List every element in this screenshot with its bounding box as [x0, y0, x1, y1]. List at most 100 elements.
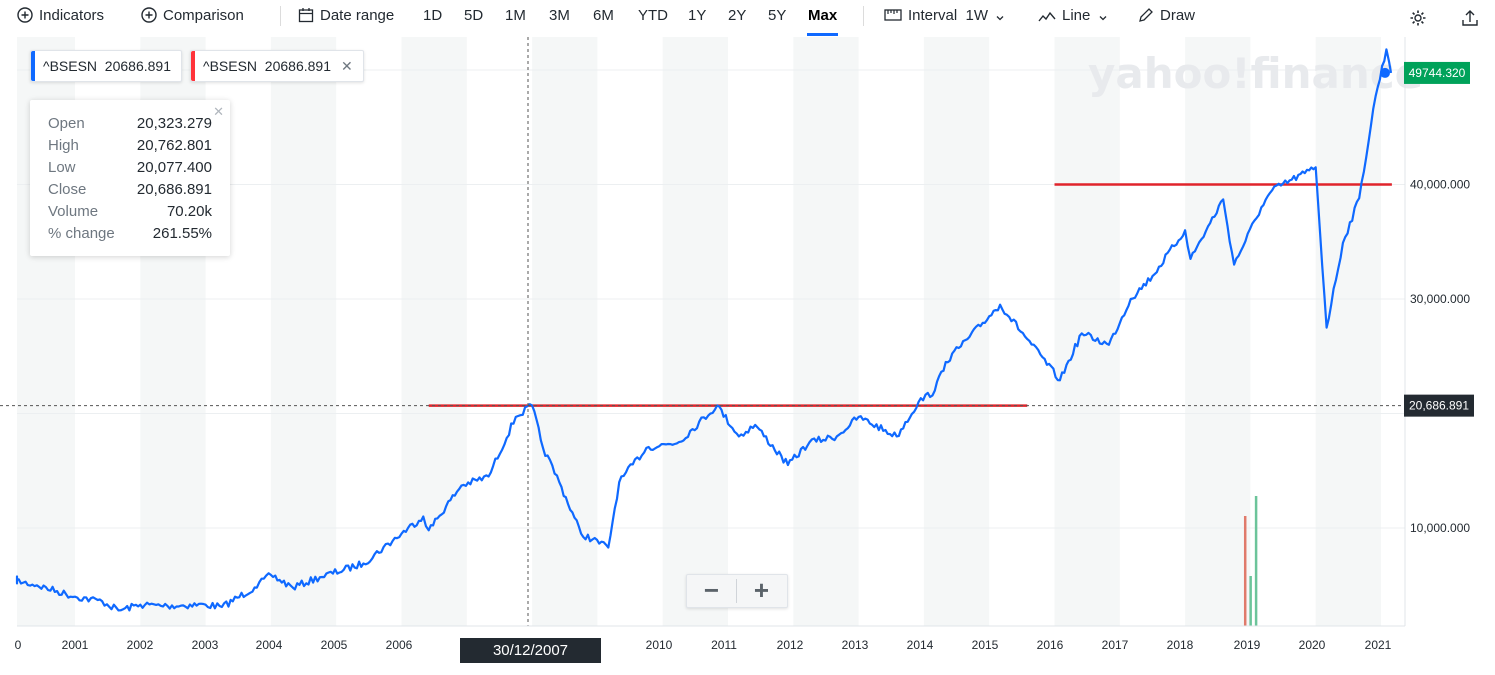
crosshair	[0, 37, 1405, 626]
range-1m-button[interactable]: 1M	[505, 7, 526, 24]
plus-circle-icon	[17, 7, 33, 23]
range-1y-button[interactable]: 1Y	[688, 7, 707, 24]
year-band	[401, 37, 467, 626]
x-tick-label: 2014	[907, 638, 934, 652]
tooltip-row: Close 20,686.891	[48, 179, 212, 201]
tooltip-value: 20,762.801	[136, 137, 212, 154]
yahoo-finance-watermark: yahoo!finance	[1088, 49, 1423, 98]
range-6m-button[interactable]: 6M	[593, 7, 614, 24]
tooltip-value: 20,323.279	[136, 115, 212, 132]
pencil-icon	[1139, 8, 1153, 22]
x-tick-label: 0	[15, 638, 22, 652]
draw-button[interactable]: Draw	[1138, 6, 1195, 26]
x-tick-label: 2019	[1234, 638, 1261, 652]
tooltip-row: Low 20,077.400	[48, 157, 212, 179]
volume-bar	[1243, 516, 1247, 626]
zoom-in-button[interactable]: +	[753, 575, 770, 605]
toolbar-divider	[863, 6, 864, 26]
ohlc-tooltip: ✕ Open 20,323.279 High 20,762.801 Low 20,077.…	[30, 100, 230, 256]
cursor-price-label: 20,686.891	[1409, 399, 1469, 413]
x-tick-label: 2004	[256, 638, 283, 652]
y-tick-label: 10,000.000	[1410, 521, 1470, 535]
legend-chip[interactable]: ^BSESN 20686.891	[30, 50, 182, 82]
share-icon[interactable]	[1460, 8, 1480, 28]
range-2y-button[interactable]: 2Y	[728, 7, 747, 24]
chevron-down-icon	[996, 16, 1004, 21]
comparison-label: Comparison	[163, 7, 244, 24]
y-axis-labels: 10,000.000 30,000.000 40,000.000 20,686.891…	[1404, 61, 1474, 535]
last-price-badge	[1404, 61, 1470, 84]
x-tick-label: 2005	[321, 638, 348, 652]
year-band	[1185, 37, 1251, 626]
year-band	[793, 37, 859, 626]
axes	[17, 37, 1406, 627]
tooltip-label: Volume	[48, 203, 99, 220]
range-3m-button[interactable]: 3M	[549, 7, 570, 24]
comparison-button[interactable]: Comparison	[141, 6, 244, 26]
x-tick-label: 2011	[711, 638, 737, 652]
toolbar-divider	[280, 6, 281, 26]
chart-type-button[interactable]: Line	[1038, 6, 1108, 26]
volume-bars	[1243, 496, 1258, 626]
range-5d-button[interactable]: 5D	[464, 7, 484, 24]
tooltip-value: 20,077.400	[136, 159, 212, 176]
price-line[interactable]	[15, 48, 1393, 612]
interval-button[interactable]: Interval 1W	[884, 6, 1005, 26]
plus-circle-icon	[141, 7, 157, 23]
legend-text: ^BSESN 20686.891	[43, 58, 171, 74]
crosshair-date-label: 30/12/2007	[460, 638, 601, 663]
year-band	[270, 37, 337, 626]
zoom-control: − +	[686, 574, 788, 608]
ruler-icon	[884, 9, 902, 21]
range-1d-button[interactable]: 1D	[423, 7, 443, 24]
close-icon[interactable]: ✕	[213, 104, 224, 119]
interval-value: 1W	[965, 7, 989, 24]
volume-bar	[1254, 496, 1258, 626]
x-tick-label: 2013	[842, 638, 869, 652]
tooltip-label: % change	[48, 225, 115, 242]
volume-bar	[1249, 576, 1252, 626]
date-range-label: Date range	[320, 7, 395, 24]
series-color-swatch	[31, 51, 35, 81]
tooltip-label: Close	[48, 181, 87, 198]
x-tick-label: 2021	[1365, 638, 1392, 652]
price-line-series	[15, 48, 1393, 612]
year-band	[662, 37, 728, 626]
series-color-swatch	[191, 51, 195, 81]
line-chart-icon	[1038, 11, 1056, 22]
last-price-label: 49744.320	[1409, 66, 1466, 80]
x-tick-label: 2003	[192, 638, 219, 652]
x-tick-label: 2002	[127, 638, 154, 652]
tooltip-label: High	[48, 137, 79, 154]
tooltip-label: Open	[48, 115, 85, 132]
x-tick-label: 2017	[1102, 638, 1129, 652]
chart-toolbar: Indicators Comparison Date range 1D 5D 1M 3…	[0, 0, 1495, 36]
x-tick-label: 2001	[62, 638, 89, 652]
remove-series-icon[interactable]: ✕	[341, 58, 353, 74]
range-5y-button[interactable]: 5Y	[768, 7, 787, 24]
tooltip-row: Volume 70.20k	[48, 201, 212, 223]
x-tick-label: 2010	[646, 638, 673, 652]
interval-label: Interval	[908, 7, 958, 24]
x-tick-label: 2006	[386, 638, 413, 652]
zoom-out-button[interactable]: −	[703, 575, 720, 605]
x-tick-label: 2020	[1299, 638, 1326, 652]
settings-icon[interactable]	[1408, 8, 1428, 28]
date-range-button[interactable]: Date range	[298, 6, 394, 26]
range-ytd-button[interactable]: YTD	[638, 7, 668, 24]
legend-chip[interactable]: ^BSESN 20686.891 ✕	[190, 50, 364, 82]
year-band	[923, 37, 990, 626]
legend-text: ^BSESN 20686.891	[203, 58, 331, 74]
calendar-icon	[298, 8, 314, 23]
indicators-button[interactable]: Indicators	[17, 6, 104, 26]
y-tick-label: 30,000.000	[1410, 292, 1470, 306]
x-tick-label: 2015	[972, 638, 999, 652]
chart-type-label: Line	[1062, 7, 1091, 24]
range-max-button[interactable]: Max	[806, 7, 839, 36]
tooltip-row: % change 261.55%	[48, 223, 212, 245]
tooltip-row: High 20,762.801	[48, 135, 212, 157]
chevron-down-icon	[1099, 16, 1106, 21]
x-tick-label: 2012	[777, 638, 804, 652]
tooltip-row: Open 20,323.279	[48, 113, 212, 135]
